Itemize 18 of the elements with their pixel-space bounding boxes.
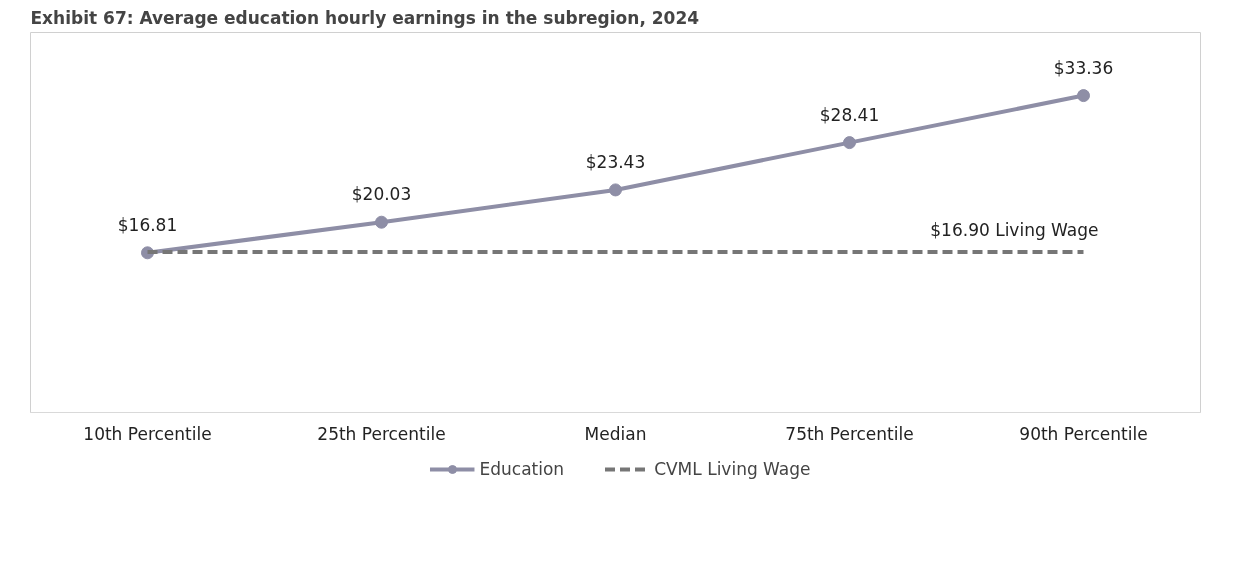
point (375, 215, 388, 229)
point (609, 183, 622, 197)
point (1077, 89, 1090, 103)
legend-label: Education (479, 458, 565, 479)
data-label: $28.41 (819, 104, 880, 125)
data-label: $16.90 Living Wage (930, 219, 1099, 240)
x-tick-label: Median (584, 423, 647, 444)
data-label: $16.81 (117, 214, 178, 235)
x-tick-label: 25th Percentile (317, 423, 446, 444)
data-label: $20.03 (351, 184, 412, 205)
legend-label: CVML Living Wage (654, 458, 811, 479)
x-tick-label: 10th Percentile (83, 423, 212, 444)
data-label: $23.43 (585, 151, 646, 172)
x-tick-label: 75th Percentile (785, 423, 914, 444)
chart-title: Exhibit 67: Average education hourly earnings in the subregion, 2024 (30, 7, 700, 28)
data-label: $33.36 (1053, 57, 1114, 78)
point (843, 136, 856, 150)
x-tick-label: 90th Percentile (1019, 423, 1148, 444)
